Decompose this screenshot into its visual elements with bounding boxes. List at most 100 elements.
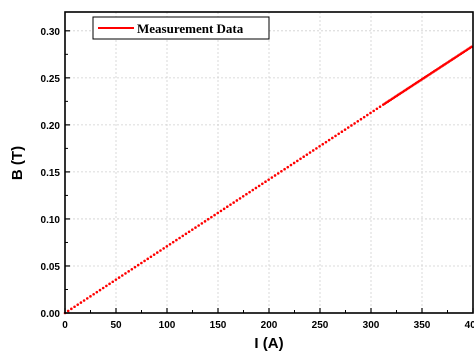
data-point [117,276,121,279]
data-point [289,163,293,167]
data-point [305,153,309,156]
data-point [346,126,350,129]
y-axis-label: B (T) [9,146,26,180]
data-point [175,238,178,242]
x-tick-label: 50 [110,320,122,331]
series-measurement-data [63,45,473,315]
data-point [311,149,315,152]
data-point [219,209,223,213]
data-point [283,167,286,171]
data-point [130,267,134,271]
data-point [470,45,473,49]
data-point [378,105,382,109]
data-point [76,303,80,306]
legend: Measurement Data [92,16,270,40]
data-point [337,132,340,136]
data-point [136,263,140,267]
data-point [327,138,331,142]
data-point [254,186,258,190]
data-point [85,297,89,300]
data-point [162,247,165,250]
data-point [216,211,220,215]
data-point [210,215,213,219]
data-point [127,270,130,273]
y-tick-label: 0.05 [41,262,61,273]
data-point [343,128,347,131]
data-point [213,213,216,217]
data-point [238,197,242,200]
data-point [111,280,115,284]
data-point [273,174,277,177]
data-point [299,157,302,161]
legend-label: Measurement Data [137,21,244,36]
data-point [251,188,255,192]
data-point [296,159,299,163]
data-point [235,199,239,202]
data-point [200,222,204,225]
data-point [340,130,344,134]
data-point [143,259,146,263]
data-point [159,249,162,252]
data-point [264,180,267,184]
x-tick-label: 400 [465,320,474,331]
data-point [226,205,229,209]
data-point [73,305,76,309]
data-point [149,255,153,259]
data-point [245,192,248,196]
data-point [82,299,86,302]
data-point [184,232,188,236]
data-point [105,284,108,288]
y-tick-label: 0.25 [41,74,61,85]
data-point [222,207,226,211]
data-point [98,288,102,292]
data-point [359,117,363,121]
data-point [101,286,105,290]
data-point [66,309,70,313]
y-tick-label: 0.20 [41,121,61,132]
data-point [280,170,283,173]
data-point [276,172,280,175]
y-tick-label: 0.30 [41,27,61,38]
data-point [375,107,379,111]
data-point [248,190,251,194]
data-point [369,111,372,115]
data-point [302,155,305,159]
data-point [286,165,290,169]
data-point [108,282,111,286]
data-point [155,251,159,254]
data-point [92,292,95,296]
data-point [362,115,366,119]
data-point [315,147,318,150]
data-point [178,236,181,240]
x-tick-label: 150 [210,320,227,331]
x-tick-label: 0 [62,320,68,331]
data-point [79,301,83,304]
data-point [267,178,270,181]
data-point [197,224,200,227]
data-point [171,240,175,244]
data-point [168,242,172,246]
x-axis-label: I (A) [254,335,283,352]
y-tick-label: 0.00 [41,309,61,320]
y-axis-ticks: 0.00 0.05 0.10 0.15 0.20 0.25 0.30 [41,27,70,320]
data-point [366,113,369,117]
x-tick-label: 100 [159,320,176,331]
data-point [232,201,235,204]
y-tick-label: 0.15 [41,168,61,179]
data-point [114,278,118,281]
data-point [353,122,356,125]
data-point [334,134,337,138]
data-point [257,184,261,188]
data-point [203,220,207,223]
data-point [321,142,325,146]
data-point [187,230,191,234]
data-point [120,274,124,277]
data-point [194,226,197,229]
data-point [95,290,99,294]
data-point [146,257,150,261]
x-tick-label: 200 [261,320,278,331]
data-point [308,151,312,154]
data-point [292,161,296,165]
data-point [70,307,73,311]
data-point [191,228,194,231]
